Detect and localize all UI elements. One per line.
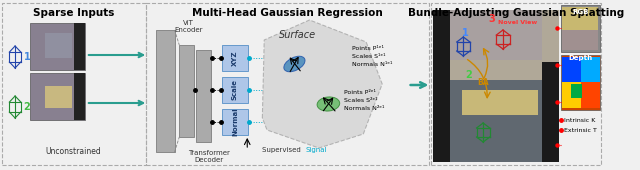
Text: 2: 2 <box>24 102 30 112</box>
Text: XYZ: XYZ <box>232 50 238 66</box>
Bar <box>563 7 598 30</box>
Text: Bundle-Adjusting Gaussian Splatting: Bundle-Adjusting Gaussian Splatting <box>408 8 624 18</box>
Ellipse shape <box>284 56 305 72</box>
Bar <box>563 30 598 50</box>
Text: Novel View: Novel View <box>499 20 538 24</box>
Bar <box>571 84 582 98</box>
Text: Scales S²ᵉ¹: Scales S²ᵉ¹ <box>344 98 378 103</box>
Text: Normal: Normal <box>232 108 238 136</box>
Text: RGB: RGB <box>572 9 589 15</box>
Text: 3: 3 <box>488 14 495 24</box>
Bar <box>156 30 175 152</box>
Bar <box>433 10 559 162</box>
Bar <box>222 109 248 135</box>
Text: Scale: Scale <box>232 80 238 100</box>
Bar <box>45 86 72 108</box>
Polygon shape <box>262 20 382 148</box>
Text: Depth: Depth <box>568 55 593 61</box>
Text: Scales S¹ᵉ¹: Scales S¹ᵉ¹ <box>352 55 386 59</box>
Text: Extrinsic T: Extrinsic T <box>564 128 597 132</box>
Bar <box>222 45 248 71</box>
Bar <box>561 55 600 110</box>
Text: Multi-Head Gaussian Regression: Multi-Head Gaussian Regression <box>193 8 383 18</box>
Bar <box>74 73 85 120</box>
Bar <box>30 23 85 70</box>
Bar <box>30 73 85 120</box>
Text: Signal: Signal <box>306 147 327 153</box>
Bar <box>563 7 598 50</box>
Ellipse shape <box>317 97 340 111</box>
Text: Points P¹ᵉ¹: Points P¹ᵉ¹ <box>352 47 384 52</box>
Bar <box>581 82 600 108</box>
Text: Points P²ᵉ¹: Points P²ᵉ¹ <box>344 89 376 95</box>
Bar <box>541 62 559 162</box>
Text: Sparse Inputs: Sparse Inputs <box>33 8 115 18</box>
Text: Supervised: Supervised <box>262 147 303 153</box>
Bar <box>196 50 211 142</box>
Text: Intrinsic K: Intrinsic K <box>564 117 596 123</box>
Bar <box>450 80 541 162</box>
Text: Surface: Surface <box>278 30 316 40</box>
Text: Normals N¹ᵉ¹: Normals N¹ᵉ¹ <box>352 63 392 67</box>
Text: Unconstrained: Unconstrained <box>45 147 102 156</box>
Bar <box>561 5 600 52</box>
Bar <box>563 57 581 82</box>
Bar <box>563 82 581 108</box>
Text: BA: BA <box>477 78 489 87</box>
Bar <box>45 33 72 58</box>
Bar <box>433 10 559 80</box>
Text: 1: 1 <box>462 28 468 38</box>
Text: ViT
Encoder: ViT Encoder <box>175 20 203 33</box>
Text: Normals N²ᵉ¹: Normals N²ᵉ¹ <box>344 106 385 110</box>
Bar <box>74 23 85 70</box>
Bar <box>462 90 538 115</box>
Bar <box>179 45 195 137</box>
Bar <box>433 10 450 162</box>
Bar <box>581 57 600 82</box>
Text: 1: 1 <box>24 52 30 62</box>
Text: Transformer
Decoder: Transformer Decoder <box>188 150 230 163</box>
Bar <box>450 10 541 60</box>
Bar <box>222 77 248 103</box>
Text: 2: 2 <box>466 70 472 80</box>
